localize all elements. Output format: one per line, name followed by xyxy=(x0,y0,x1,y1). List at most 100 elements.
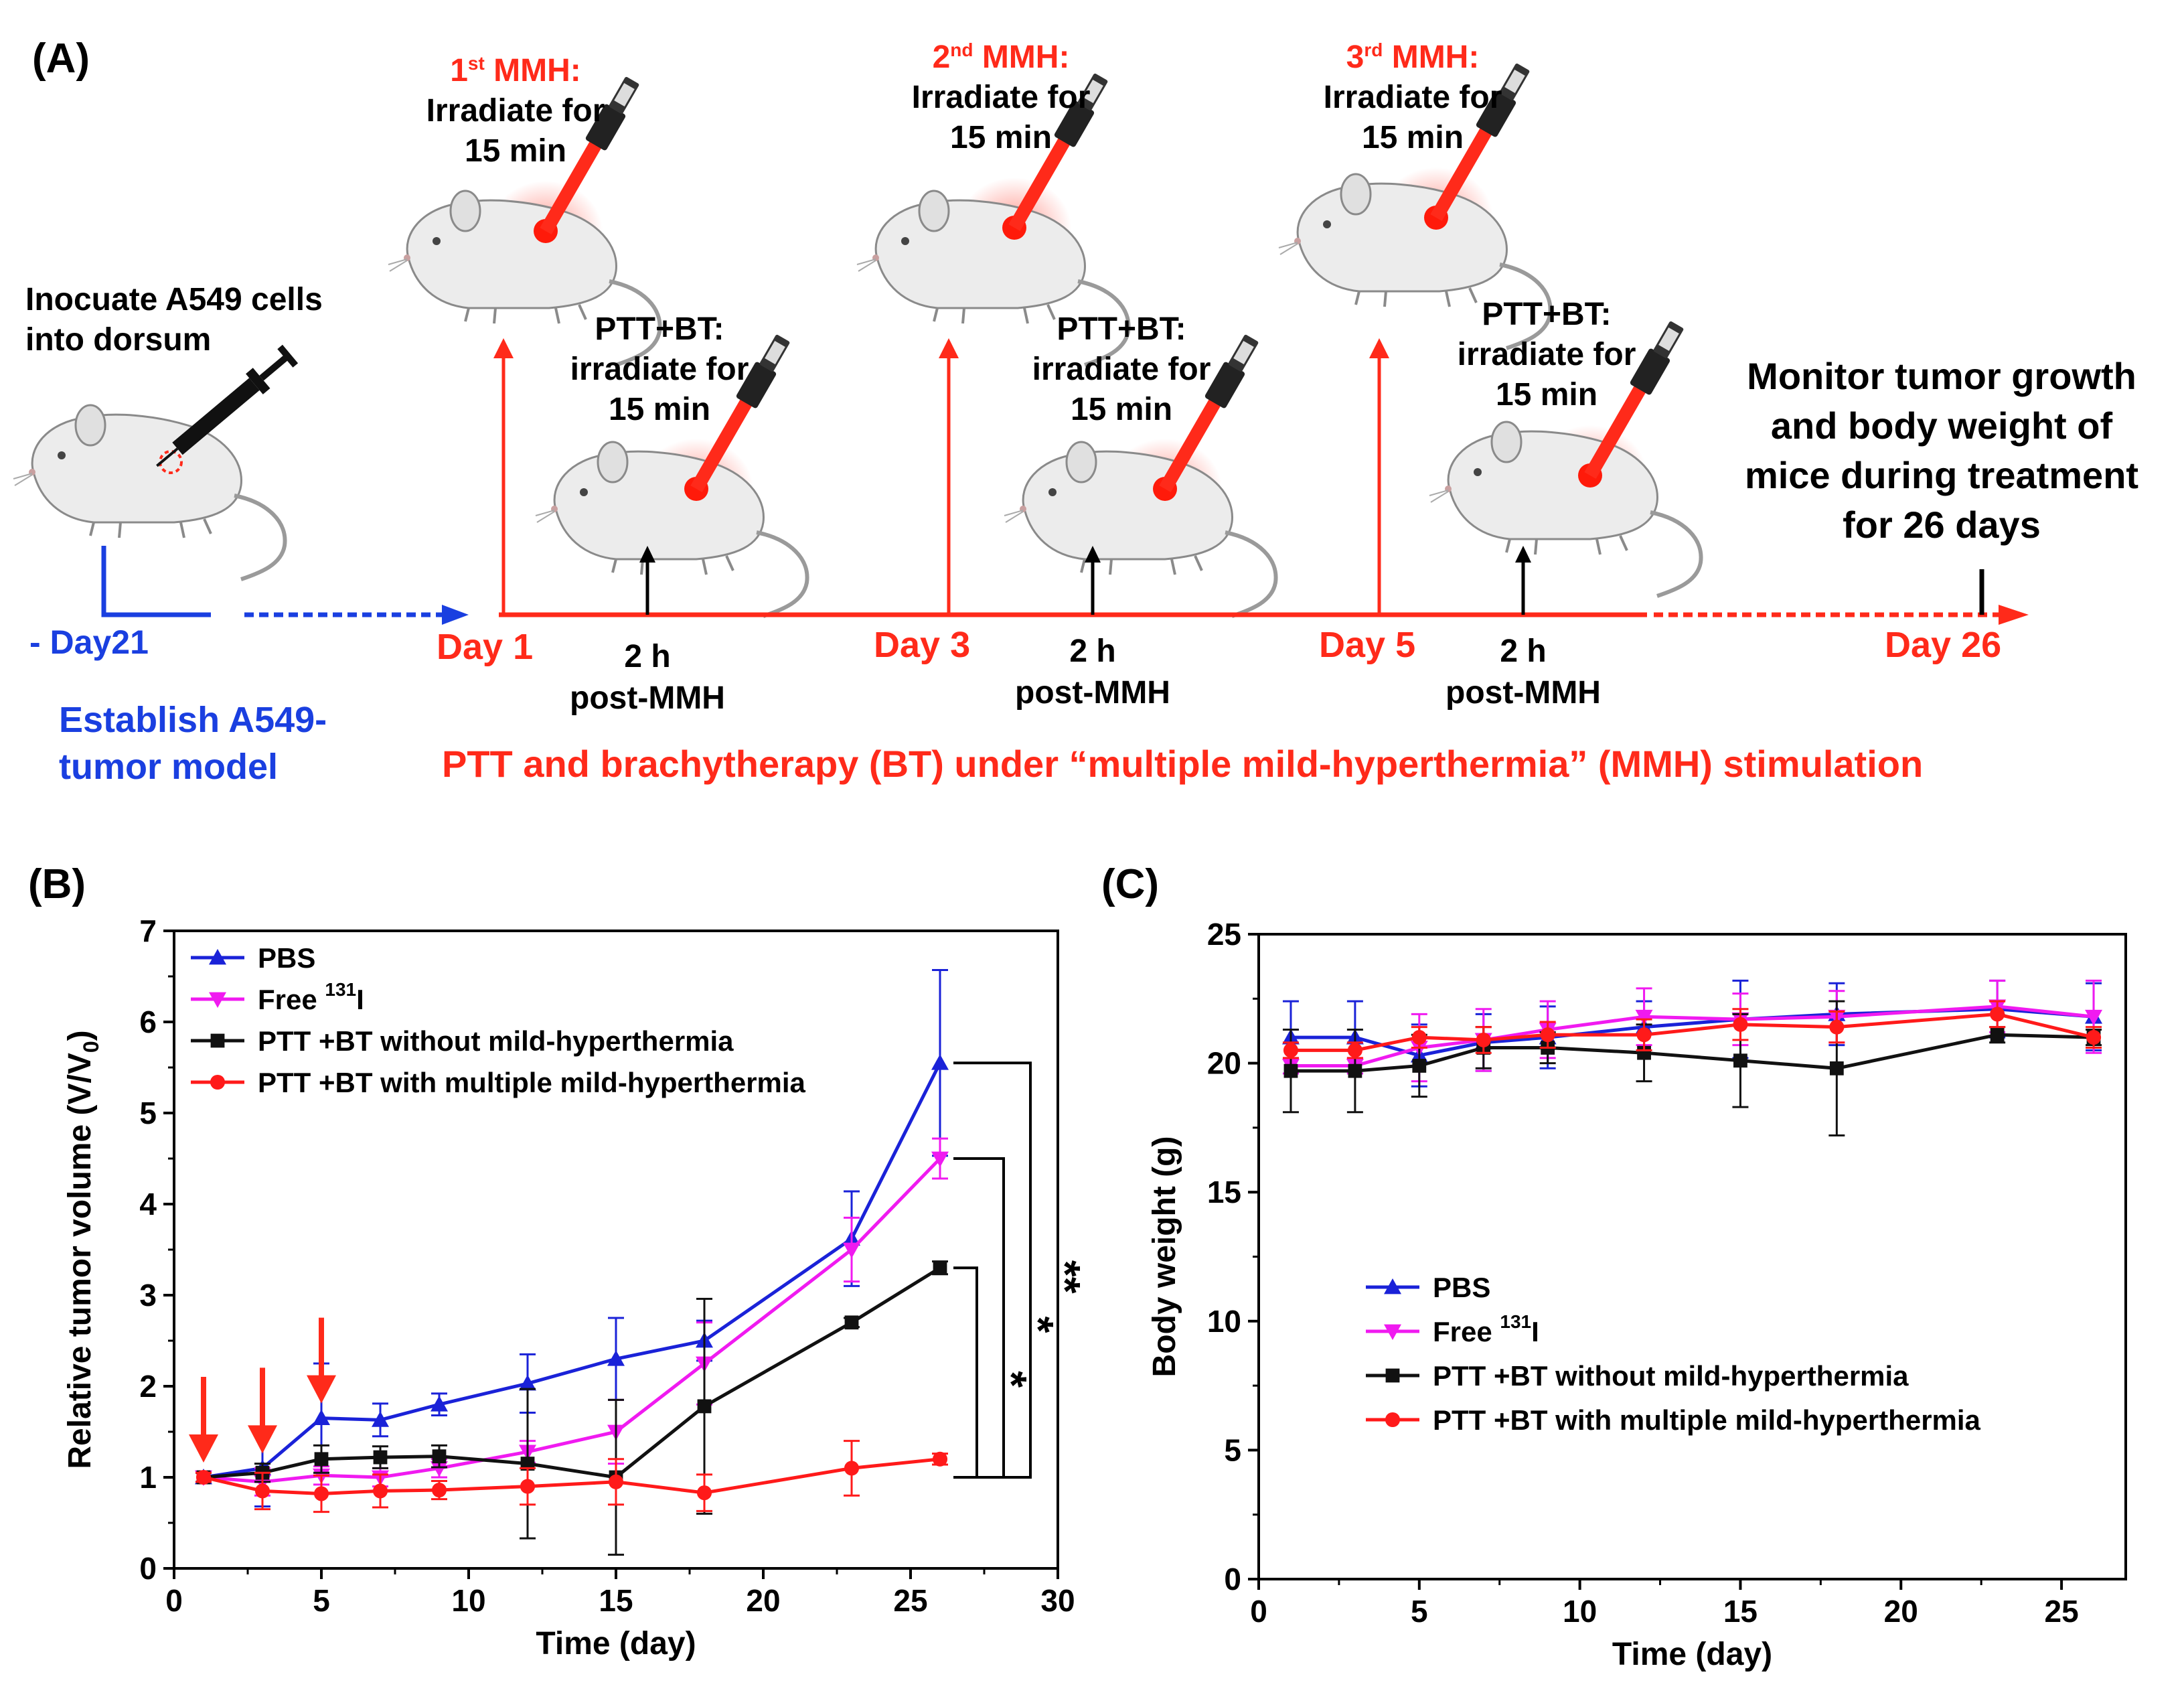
data-point xyxy=(520,1457,535,1471)
data-point xyxy=(313,1486,329,1501)
tumor-volume-chart: 0 5 10 15 20 25 30 0 1 2 3 4 5 6 7 Time (day) Relative t… xyxy=(62,913,1089,1661)
y-axis-label: Relative tumor volume (V/V0) xyxy=(62,1030,103,1469)
legend-marker xyxy=(1385,1412,1401,1428)
y-tick-label: 7 xyxy=(139,913,157,948)
panel-a-label: (A) xyxy=(32,35,90,82)
x-tick-label: 20 xyxy=(746,1583,780,1618)
significance-bracket: * xyxy=(953,1157,1063,1479)
legend-entry: PTT +BT without mild-hyperthermia xyxy=(258,1025,734,1057)
data-point xyxy=(2085,1009,2103,1026)
x-tick-label: 5 xyxy=(1411,1594,1428,1629)
treatment-arrow xyxy=(248,1367,277,1454)
y-tick-label: 20 xyxy=(1207,1046,1241,1081)
panel-c-label: (C) xyxy=(1101,861,1160,907)
y-tick-label: 25 xyxy=(1207,917,1241,952)
data-point xyxy=(1990,1027,2005,1042)
x-tick-label: 25 xyxy=(893,1583,927,1618)
data-point xyxy=(697,1399,712,1414)
series-3 xyxy=(196,1440,948,1513)
y-axis-label: Body weight (g) xyxy=(1147,1136,1182,1378)
day-5-label: Day 5 xyxy=(1319,625,1416,665)
x-tick-label: 0 xyxy=(1250,1594,1267,1629)
data-point xyxy=(1636,1027,1652,1043)
legend-entry: PBS xyxy=(258,942,315,974)
data-point xyxy=(313,1409,330,1425)
significance-label: * xyxy=(988,1371,1036,1388)
data-point xyxy=(372,1411,389,1427)
data-point xyxy=(1540,1027,1555,1043)
day-26-label: Day 26 xyxy=(1885,625,2002,665)
series-line xyxy=(1290,1005,2094,1067)
y-tick-label: 6 xyxy=(139,1005,157,1039)
legend-entry: PTT +BT with multiple mild-hyperthermia xyxy=(1433,1404,1981,1436)
x-tick-label: 20 xyxy=(1884,1594,1918,1629)
series-line xyxy=(203,1457,941,1495)
data-point xyxy=(1283,1063,1298,1078)
y-tick-label: 2 xyxy=(139,1369,157,1404)
data-point xyxy=(931,1151,949,1167)
data-point xyxy=(314,1452,329,1467)
x-axis-label: Time (day) xyxy=(536,1626,696,1661)
data-point xyxy=(432,1449,447,1464)
data-point xyxy=(931,1054,949,1070)
treatment-arrow xyxy=(307,1317,336,1404)
series-line xyxy=(1290,1012,2094,1052)
x-tick-label: 10 xyxy=(1563,1594,1597,1629)
x-tick-label: 30 xyxy=(1040,1583,1075,1618)
data-point xyxy=(196,1469,212,1485)
legend-entry: Free 131I xyxy=(258,979,364,1015)
panel-a-caption: PTT and brachytherapy (BT) under “multip… xyxy=(442,743,1924,785)
legend-entry: Free 131I xyxy=(1433,1311,1539,1347)
data-point xyxy=(1829,1061,1844,1076)
series-line xyxy=(203,1062,942,1479)
data-point xyxy=(1990,1007,2005,1022)
y-tick-label: 10 xyxy=(1207,1304,1241,1339)
data-point xyxy=(696,1485,712,1501)
data-point xyxy=(608,1474,624,1489)
x-tick-label: 5 xyxy=(313,1583,330,1618)
y-tick-label: 15 xyxy=(1207,1175,1241,1209)
significance-label: ** xyxy=(1041,1260,1089,1294)
y-tick-label: 5 xyxy=(1224,1432,1241,1467)
data-point xyxy=(933,1260,947,1275)
panel-a-scheme xyxy=(0,60,2029,625)
day-1-label: Day 1 xyxy=(437,627,534,667)
y-tick-label: 0 xyxy=(1224,1562,1241,1597)
series-line xyxy=(203,1157,941,1484)
x-tick-label: 25 xyxy=(2044,1594,2078,1629)
series-2 xyxy=(196,1260,948,1556)
y-tick-label: 0 xyxy=(139,1551,157,1586)
legend-marker xyxy=(1385,1368,1400,1383)
pttbt-2-text: PTT+BT: irradiate for 15 min xyxy=(1032,311,1211,427)
y-tick-label: 4 xyxy=(139,1187,157,1221)
establish-text: Establish A549- tumor model xyxy=(59,700,327,787)
data-point xyxy=(1733,1053,1747,1068)
legend-marker xyxy=(210,1033,225,1048)
x-axis-label: Time (day) xyxy=(1612,1637,1772,1672)
data-point xyxy=(1347,1043,1362,1058)
significance-bracket: ** xyxy=(953,1061,1089,1479)
post-mmh-3: 2 h post-MMH xyxy=(1446,634,1601,711)
series-line xyxy=(1290,1033,2094,1073)
data-point xyxy=(372,1483,388,1499)
series-2 xyxy=(1282,1000,2102,1136)
legend-marker xyxy=(1384,1324,1401,1340)
data-point xyxy=(431,1461,448,1477)
panel-b-label: (B) xyxy=(28,861,86,907)
legend-marker xyxy=(1384,1278,1401,1294)
inoculate-text: Inocuate A549 cells into dorsum xyxy=(25,282,323,358)
treatment-arrow xyxy=(189,1377,218,1463)
data-point xyxy=(1283,1043,1299,1058)
data-point xyxy=(431,1482,447,1498)
x-tick-label: 15 xyxy=(599,1583,633,1618)
data-point xyxy=(254,1483,270,1499)
y-tick-label: 5 xyxy=(139,1096,157,1130)
series-3 xyxy=(1282,1000,2102,1059)
series-0 xyxy=(1281,979,2103,1088)
day-3-label: Day 3 xyxy=(874,625,971,665)
post-mmh-2: 2 h post-MMH xyxy=(1015,634,1170,711)
legend: PBS Free 131I PTT +BT without mild-hyperth… xyxy=(1366,1272,1981,1436)
legend-marker xyxy=(209,992,226,1008)
pttbt-1-text: PTT+BT: irradiate for 15 min xyxy=(570,311,749,427)
data-point xyxy=(520,1479,536,1494)
